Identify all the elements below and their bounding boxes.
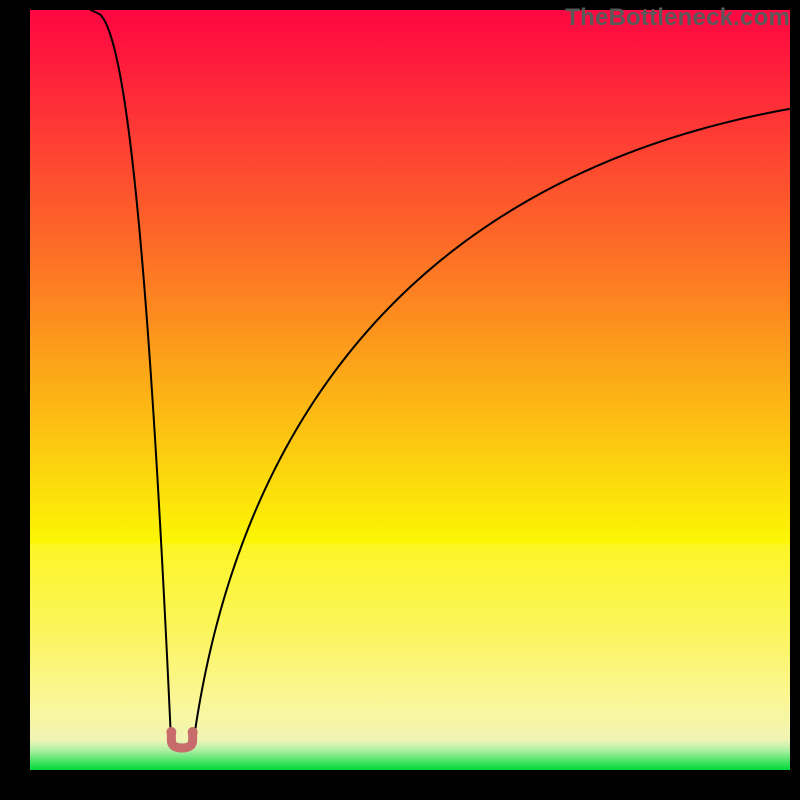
chart-frame: TheBottleneck.com [0, 0, 800, 800]
plot-svg [30, 10, 790, 770]
notch-cap-left [166, 727, 176, 737]
watermark-text: TheBottleneck.com [565, 4, 790, 32]
notch-cap-right [188, 727, 198, 737]
plot-area [30, 10, 790, 770]
gradient-background [30, 10, 790, 770]
